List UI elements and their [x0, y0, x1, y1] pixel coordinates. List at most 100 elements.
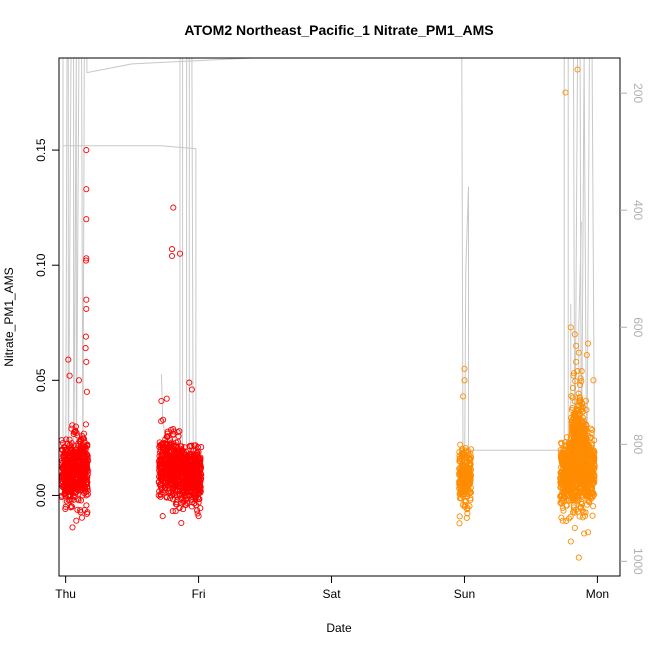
data-point — [583, 469, 590, 476]
data-point — [465, 451, 472, 458]
data-point — [459, 501, 466, 508]
data-point — [165, 449, 172, 456]
data-point — [559, 479, 566, 486]
data-point — [583, 458, 590, 465]
data-point — [557, 447, 564, 454]
data-point — [571, 428, 578, 435]
data-point — [170, 431, 177, 438]
data-point — [159, 471, 167, 478]
data-point — [459, 463, 466, 470]
data-point — [63, 436, 70, 443]
data-point — [159, 451, 166, 459]
altitude-line-segment — [468, 449, 569, 457]
data-point — [82, 421, 89, 428]
data-point — [576, 441, 583, 448]
data-point — [559, 517, 566, 524]
data-point — [571, 509, 578, 516]
data-point — [69, 474, 76, 481]
data-point — [73, 455, 80, 462]
data-point — [560, 489, 567, 496]
data-point — [563, 485, 570, 493]
data-point — [171, 492, 178, 499]
data-point — [581, 530, 588, 537]
data-point — [164, 466, 171, 473]
data-point — [66, 372, 73, 379]
data-point — [589, 464, 596, 471]
data-point — [193, 452, 201, 459]
data-point — [195, 513, 202, 520]
data-point — [170, 428, 178, 435]
data-point — [576, 458, 583, 465]
data-point — [75, 462, 82, 469]
data-point — [157, 466, 164, 473]
data-point — [165, 465, 172, 472]
data-point — [558, 440, 565, 447]
data-point — [589, 473, 596, 480]
altitude-track — [62, 57, 596, 509]
data-point — [559, 460, 566, 467]
data-point — [583, 422, 590, 429]
data-point — [173, 499, 180, 506]
data-point — [194, 444, 201, 451]
data-point — [577, 430, 584, 437]
data-point — [571, 411, 578, 418]
data-point — [170, 467, 177, 474]
data-point — [184, 499, 191, 507]
data-point — [581, 428, 589, 435]
data-point — [578, 504, 585, 511]
data-point — [557, 499, 564, 506]
data-point — [163, 452, 170, 459]
data-point — [164, 430, 171, 437]
data-point — [62, 457, 69, 464]
data-point — [189, 484, 196, 491]
data-point — [564, 481, 571, 488]
data-point — [579, 422, 586, 430]
data-point — [79, 475, 86, 482]
data-point — [562, 89, 569, 96]
data-point — [461, 490, 468, 498]
data-point — [157, 493, 164, 500]
data-point — [83, 466, 90, 473]
data-point — [194, 469, 201, 476]
data-point — [71, 455, 78, 462]
data-point — [567, 513, 574, 520]
data-point — [169, 508, 176, 515]
y2-tick-label: 800 — [631, 434, 645, 454]
data-point — [564, 467, 571, 474]
data-point — [174, 449, 181, 457]
data-point — [467, 473, 474, 480]
data-point — [583, 447, 590, 454]
x-axis: Thu Fri Sat Sun Mon — [55, 576, 609, 601]
data-point — [77, 487, 84, 494]
data-point — [582, 397, 590, 404]
data-point — [578, 485, 585, 492]
data-point — [176, 250, 184, 257]
data-point — [78, 466, 86, 474]
y-tick-label: 0.05 — [34, 368, 48, 392]
data-point — [65, 356, 72, 363]
data-point — [170, 464, 178, 471]
data-point — [75, 440, 82, 447]
data-point — [81, 481, 88, 488]
data-point — [197, 505, 204, 512]
data-point — [188, 442, 195, 449]
x-axis-label: Date — [326, 621, 352, 635]
data-point — [62, 453, 69, 460]
data-point — [78, 514, 85, 521]
data-point — [188, 503, 195, 510]
data-point — [575, 349, 582, 356]
data-point — [584, 497, 591, 504]
data-point — [156, 442, 164, 449]
data-point — [157, 458, 165, 465]
data-point — [574, 420, 581, 427]
data-point — [590, 447, 597, 454]
data-point — [156, 467, 163, 474]
altitude-line — [62, 57, 596, 509]
data-point — [177, 443, 184, 450]
data-point — [67, 497, 74, 504]
data-point — [456, 458, 463, 465]
data-point — [179, 496, 186, 503]
data-point — [60, 482, 67, 489]
data-point — [585, 529, 592, 536]
